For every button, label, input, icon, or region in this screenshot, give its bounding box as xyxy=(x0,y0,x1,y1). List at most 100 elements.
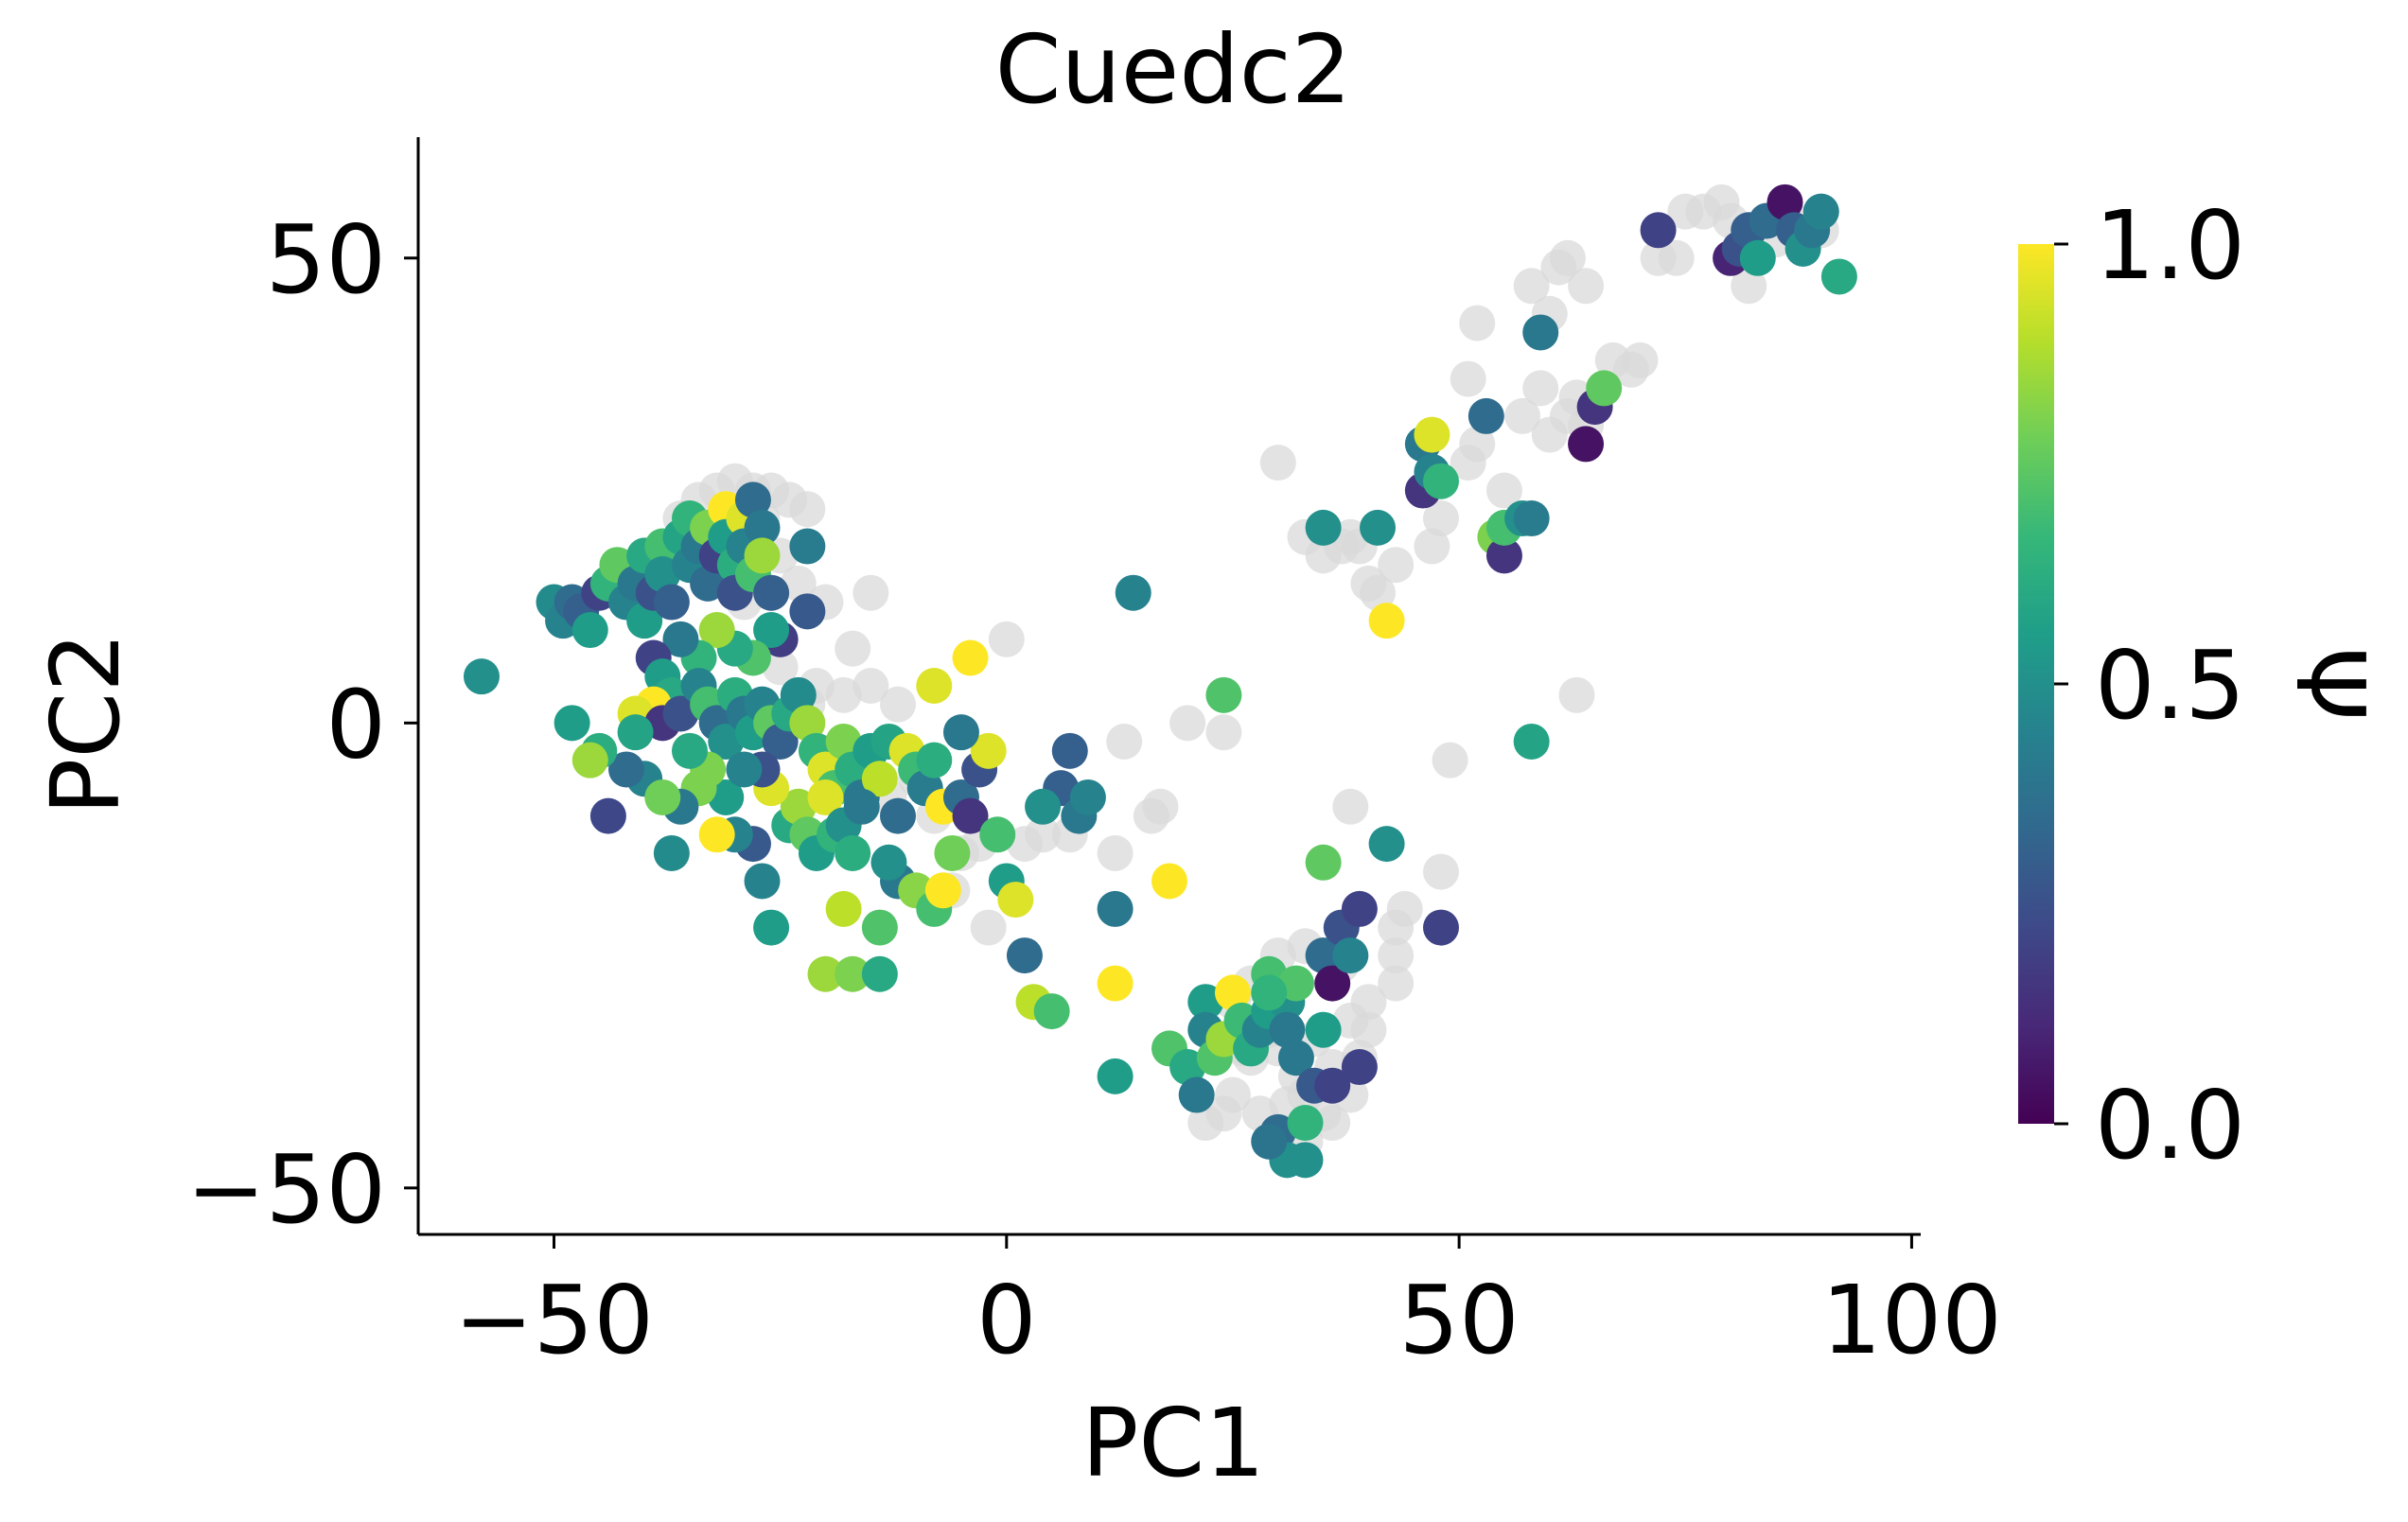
y-tick-label: 0 xyxy=(325,669,386,779)
missing-point xyxy=(1414,528,1450,565)
data-point xyxy=(1802,193,1839,230)
data-point xyxy=(997,882,1034,918)
missing-point xyxy=(1133,797,1169,834)
data-point xyxy=(1360,509,1397,546)
data-point xyxy=(1287,1105,1324,1142)
data-point xyxy=(1513,723,1550,760)
data-point xyxy=(1422,463,1459,499)
data-point xyxy=(934,834,971,871)
missing-point xyxy=(1169,705,1206,742)
data-point xyxy=(1422,909,1459,946)
data-point xyxy=(690,565,727,602)
missing-point xyxy=(789,491,826,528)
missing-point xyxy=(1568,268,1605,305)
missing-point xyxy=(970,909,1007,946)
data-point xyxy=(861,955,898,992)
data-point xyxy=(942,714,979,751)
missing-point xyxy=(1459,305,1496,341)
x-tick-label: 50 xyxy=(1398,1265,1519,1375)
data-point xyxy=(708,723,745,760)
colorbar-tick-label: 0.5 xyxy=(2095,630,2245,741)
data-point xyxy=(835,955,871,992)
data-point xyxy=(698,612,735,649)
x-axis-label: PC1 xyxy=(1081,1388,1265,1498)
missing-point xyxy=(1513,268,1550,305)
missing-point xyxy=(1025,816,1062,853)
missing-point xyxy=(1432,742,1468,778)
data-point xyxy=(753,909,790,946)
data-point xyxy=(1069,778,1106,815)
data-point xyxy=(753,612,790,649)
data-point xyxy=(1314,965,1351,1002)
data-point xyxy=(1568,426,1605,463)
missing-point xyxy=(1450,360,1486,397)
data-point xyxy=(1277,1040,1314,1076)
data-point xyxy=(825,723,862,760)
data-point xyxy=(789,528,826,565)
data-point xyxy=(662,695,699,732)
y-axis-label: PC2 xyxy=(30,632,141,815)
data-point xyxy=(744,863,781,900)
data-point xyxy=(1341,1049,1378,1086)
missing-point xyxy=(825,676,862,713)
data-point xyxy=(807,955,844,992)
missing-point xyxy=(1459,426,1496,463)
data-point xyxy=(880,797,917,834)
colorbar-tick-label: 1.0 xyxy=(2095,190,2245,301)
data-point xyxy=(1414,416,1450,453)
data-point xyxy=(653,834,690,871)
data-point xyxy=(644,556,681,593)
data-point xyxy=(970,732,1007,769)
data-point xyxy=(463,658,500,695)
data-point xyxy=(916,742,953,778)
data-point xyxy=(1187,984,1224,1021)
data-point xyxy=(571,612,608,649)
data-point xyxy=(1205,676,1242,713)
missing-point xyxy=(1622,341,1659,378)
data-point xyxy=(1006,937,1043,974)
data-point xyxy=(1305,937,1342,974)
data-point xyxy=(554,705,590,742)
data-point xyxy=(1097,965,1134,1002)
data-point xyxy=(1097,1058,1134,1094)
x-tick-label: 100 xyxy=(1821,1265,2002,1375)
data-point xyxy=(1033,993,1070,1030)
data-point xyxy=(1485,537,1522,574)
data-point xyxy=(1468,397,1504,434)
missing-point xyxy=(1558,676,1595,713)
data-point xyxy=(726,751,763,788)
missing-point xyxy=(762,649,799,686)
data-point xyxy=(753,574,790,611)
data-point xyxy=(734,481,771,518)
data-point xyxy=(662,621,699,657)
missing-point xyxy=(780,565,817,602)
data-point xyxy=(698,816,735,853)
data-point xyxy=(1251,1123,1288,1160)
missing-point xyxy=(1422,500,1459,537)
data-point xyxy=(780,676,817,713)
missing-point xyxy=(1549,239,1586,276)
data-point xyxy=(861,909,898,946)
data-point xyxy=(1368,603,1405,639)
data-point xyxy=(924,872,961,909)
data-point xyxy=(608,751,645,788)
data-point xyxy=(1820,258,1857,295)
data-point xyxy=(671,732,708,769)
data-point xyxy=(1305,844,1342,881)
data-point xyxy=(1169,1049,1206,1086)
data-point xyxy=(626,603,663,639)
data-point xyxy=(861,761,898,797)
data-point xyxy=(1115,574,1151,611)
data-point xyxy=(870,844,907,881)
data-point xyxy=(644,778,681,815)
missing-point xyxy=(1485,472,1522,509)
data-point xyxy=(1314,1067,1351,1104)
data-point xyxy=(1522,314,1559,351)
missing-point xyxy=(1187,1105,1224,1142)
data-point xyxy=(789,593,826,630)
data-point xyxy=(1305,1011,1342,1048)
missing-point xyxy=(1658,239,1695,276)
data-point xyxy=(1051,732,1088,769)
data-point xyxy=(843,788,880,825)
data-point xyxy=(571,742,608,778)
